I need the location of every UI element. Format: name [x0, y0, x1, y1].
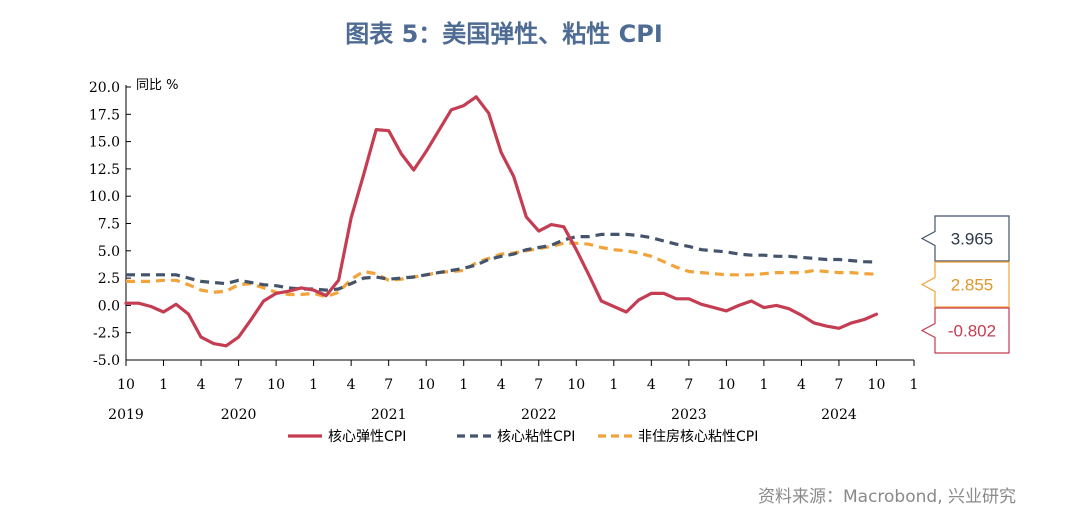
legend-label-0: 核心弹性CPI	[328, 429, 406, 445]
x-tick-label: 10	[717, 377, 735, 393]
series-line-0	[124, 95, 879, 348]
x-tick-label: 10	[267, 377, 285, 393]
x-tick-label: 1	[309, 377, 318, 393]
legend-label-1: 核心粘性CPI	[497, 429, 575, 445]
x-year-label: 2019	[108, 407, 144, 423]
y-tick-label: 5.0	[98, 244, 120, 260]
y-tick-label: 20.0	[89, 80, 120, 96]
axes: 20.0 17.5 15.0 12.5 10.0 7.5 5.0 2.5 0.0 -2.5 -5.0…	[89, 78, 919, 423]
x-tick-label: 1	[609, 377, 618, 393]
chart-title: 图表 5：美国弹性、粘性 CPI	[345, 20, 663, 48]
source-note: 资料来源：Macrobond, 兴业研究	[757, 487, 1016, 507]
callout-value-2: 2.855	[951, 276, 994, 295]
legend: 核心弹性CPI 核心粘性CPI 非住房核心粘性CPI	[288, 429, 758, 445]
y-axis-unit-label: 同比 %	[136, 78, 179, 93]
x-tick-label: 4	[797, 377, 806, 393]
x-tick-label: 1	[910, 377, 919, 393]
x-tick-label: 4	[347, 377, 356, 393]
x-year-label: 2023	[671, 407, 707, 423]
x-tick-label: 10	[117, 377, 135, 393]
y-tick-label: 0.0	[98, 298, 120, 314]
callout-box-1	[920, 215, 1010, 262]
x-tick-label: 4	[197, 377, 206, 393]
y-tick-label: -5.0	[93, 353, 120, 369]
x-tick-label: 4	[647, 377, 656, 393]
x-tick-label: 1	[459, 377, 468, 393]
x-year-label: 2020	[221, 407, 257, 423]
y-tick-label: 10.0	[89, 189, 120, 205]
y-tick-label: 17.5	[89, 107, 120, 123]
y-tick-label: 7.5	[98, 217, 120, 233]
y-tick-label: -2.5	[93, 326, 120, 342]
x-tick-label: 7	[384, 377, 393, 393]
x-tick-label: 1	[759, 377, 768, 393]
x-tick-label: 10	[868, 377, 886, 393]
callout-value-1: 3.965	[951, 230, 994, 249]
x-year-label: 2021	[371, 407, 407, 423]
x-tick-label: 1	[159, 377, 168, 393]
x-year-label: 2022	[521, 407, 557, 423]
series-line-1	[126, 232, 877, 292]
callout-value-0: -0.802	[948, 322, 996, 341]
x-tick-label: 7	[534, 377, 543, 393]
legend-label-2: 非住房核心粘性CPI	[638, 429, 758, 445]
y-tick-label: 12.5	[89, 162, 120, 178]
end-value-callouts: 3.965 2.855 -0.802	[920, 215, 1010, 354]
x-tick-label: 4	[497, 377, 506, 393]
x-tick-label: 10	[567, 377, 585, 393]
y-tick-label: 15.0	[89, 135, 120, 151]
x-tick-label: 7	[684, 377, 693, 393]
callout-box-0	[920, 307, 1010, 354]
x-tick-label: 10	[417, 377, 435, 393]
y-tick-label: 2.5	[98, 271, 120, 287]
series-line-2	[126, 241, 877, 299]
x-year-label: 2024	[821, 407, 857, 423]
x-tick-label: 7	[234, 377, 243, 393]
series-layer	[124, 95, 879, 348]
callout-box-2	[920, 261, 1010, 308]
x-tick-label: 7	[834, 377, 843, 393]
